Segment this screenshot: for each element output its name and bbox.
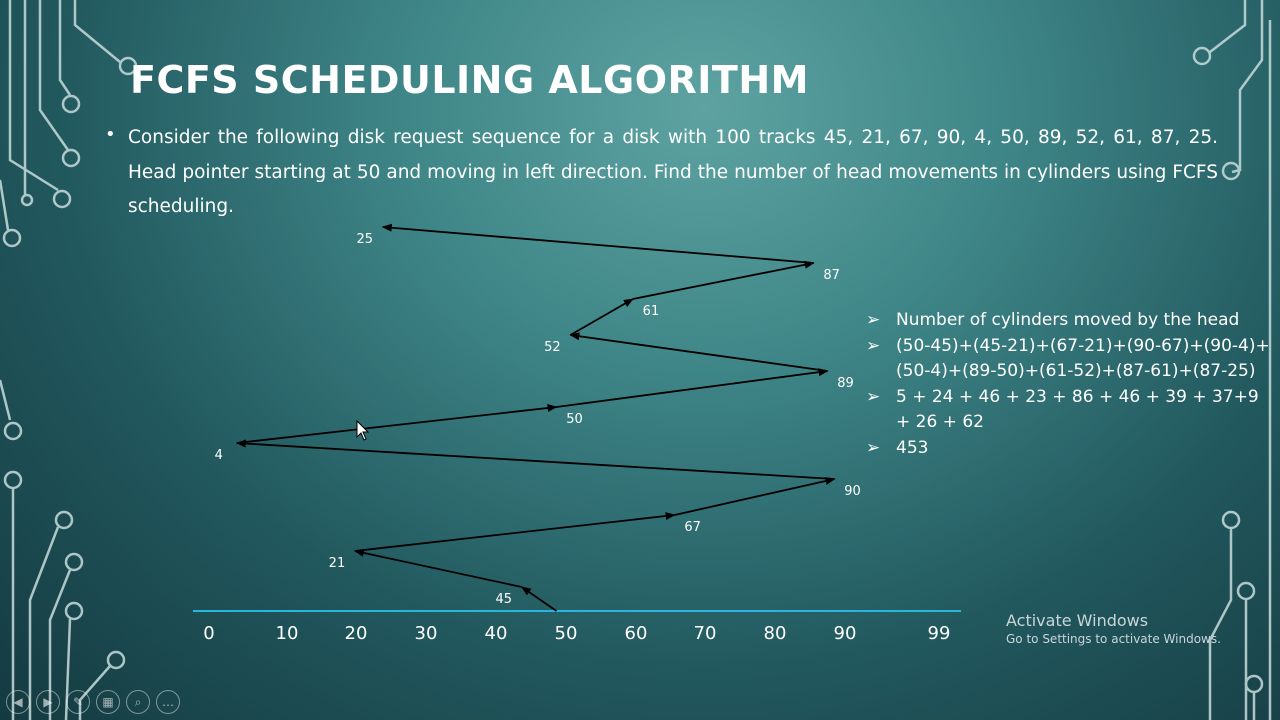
watermark-subtitle: Go to Settings to activate Windows. [1006, 632, 1221, 646]
arrow-bullet-icon: ➢ [866, 438, 881, 458]
request-point-label: 52 [544, 340, 561, 355]
x-tick-label: 80 [764, 623, 787, 644]
zoom-button[interactable]: ⌕ [126, 690, 150, 714]
request-point-label: 50 [566, 412, 583, 427]
slide-title: FCFS SCHEDULING ALGORITHM [130, 58, 809, 102]
calculation-list: ➢ Number of cylinders moved by the head ➢… [866, 308, 1276, 462]
x-tick-label: 50 [555, 623, 578, 644]
head-movement-segment [674, 477, 836, 516]
slide-overview-button[interactable]: ▦ [96, 690, 120, 714]
head-movement-segment [353, 548, 522, 588]
mouse-cursor-icon [356, 419, 370, 441]
x-tick-label: 0 [203, 623, 214, 644]
request-point-label: 25 [356, 232, 373, 247]
request-point-label: 45 [495, 592, 512, 607]
calc-item: ➢ 5 + 24 + 46 + 23 + 86 + 46 + 39 + 37+9 … [866, 387, 1259, 432]
problem-statement: Consider the following disk request sequ… [128, 127, 1218, 217]
calc-item: ➢ (50-45)+(45-21)+(67-21)+(90-67)+(90-4)+… [866, 336, 1270, 381]
x-tick-label: 70 [694, 623, 717, 644]
x-tick-label: 30 [415, 623, 438, 644]
request-point-label: 90 [844, 484, 861, 499]
head-movement-segment [236, 404, 558, 444]
request-point-label: 87 [823, 268, 840, 283]
arrow-bullet-icon: ➢ [866, 310, 881, 330]
request-point-label: 61 [643, 304, 660, 319]
head-movement-segment [520, 586, 558, 612]
calc-item: ➢ 453 [866, 436, 1276, 461]
head-movement-segment [632, 260, 815, 300]
calc-item: ➢ Number of cylinders moved by the head [866, 308, 1276, 333]
request-point-label: 67 [684, 520, 701, 535]
x-tick-label: 99 [928, 623, 951, 644]
x-tick-label: 90 [834, 623, 857, 644]
arrow-bullet-icon: ➢ [866, 336, 881, 356]
more-options-button[interactable]: … [156, 690, 180, 714]
watermark-title: Activate Windows [1006, 611, 1149, 630]
arrow-bullet-icon: ➢ [866, 387, 881, 407]
head-movement-segment [354, 512, 676, 552]
head-movement-segment [569, 298, 634, 336]
activate-windows-watermark: Activate Windows Go to Settings to activ… [1006, 611, 1221, 646]
head-movement-segment [569, 332, 828, 372]
bullet-icon: • [105, 124, 116, 145]
slideshow-controls: ◀ ▶ ✎ ▦ ⌕ … [6, 690, 180, 714]
request-point-label: 21 [329, 556, 346, 571]
x-tick-label: 40 [485, 623, 508, 644]
head-movement-segment [556, 368, 829, 408]
x-tick-label: 20 [345, 623, 368, 644]
request-point-label: 4 [215, 448, 223, 463]
prev-slide-button[interactable]: ◀ [6, 690, 30, 714]
x-tick-label: 60 [625, 623, 648, 644]
pen-tool-button[interactable]: ✎ [66, 690, 90, 714]
head-movement-segment [381, 223, 814, 264]
next-slide-button[interactable]: ▶ [36, 690, 60, 714]
request-point-label: 89 [837, 376, 854, 391]
x-tick-label: 10 [276, 623, 299, 644]
head-movement-segment [235, 439, 835, 480]
